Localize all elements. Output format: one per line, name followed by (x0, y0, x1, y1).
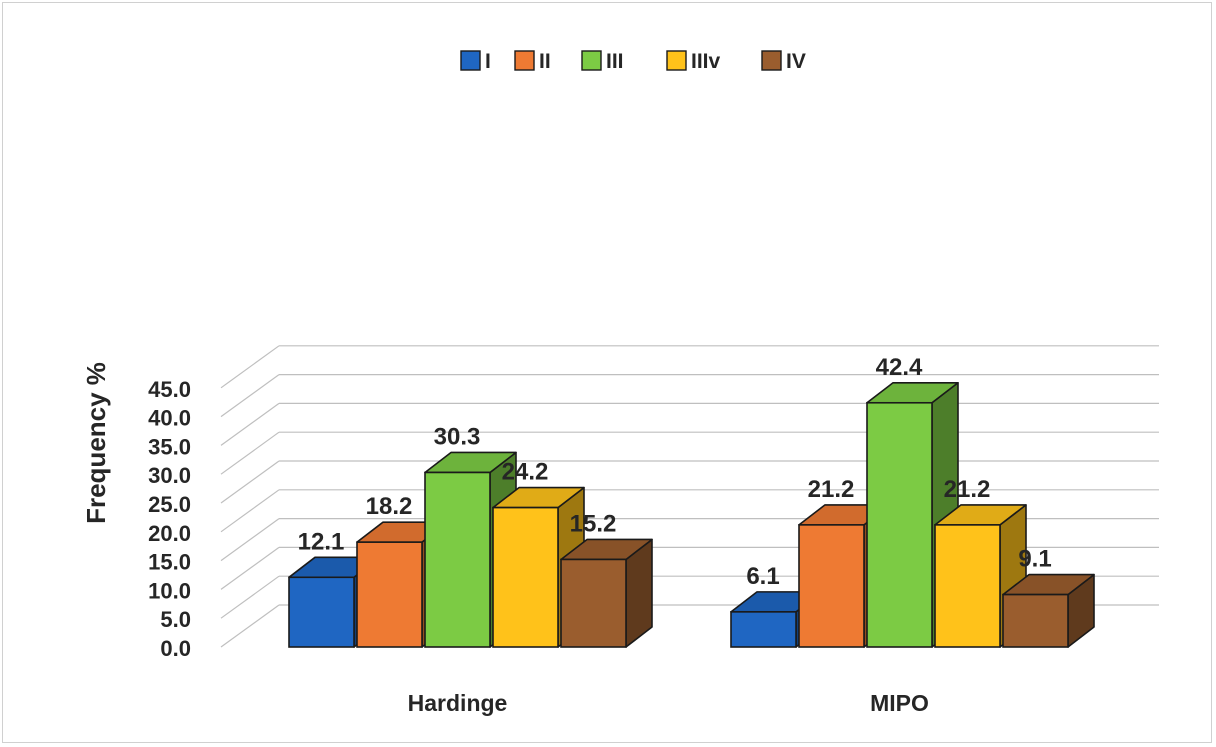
data-label: 18.2 (366, 493, 413, 520)
legend-label: IIIv (691, 50, 721, 73)
bar (1002, 573, 1095, 648)
y-tick-label: 25.0 (148, 492, 191, 517)
legend-swatch (666, 50, 687, 71)
gridline-depth (220, 374, 280, 418)
legend-label: III (606, 50, 624, 73)
bar-front (560, 558, 627, 648)
x-tick-label: MIPO (870, 690, 929, 716)
bar (560, 538, 653, 648)
legend-swatch (514, 50, 535, 71)
gridline-depth (220, 489, 280, 533)
bar-front (492, 506, 559, 648)
y-tick-label: 0.0 (160, 636, 191, 661)
bar-front (730, 611, 797, 648)
legend: I II III IIIv IV (460, 50, 806, 73)
data-label: 6.1 (746, 563, 779, 590)
data-label: 21.2 (944, 476, 991, 503)
bar-front (288, 576, 355, 648)
bar-front (356, 541, 423, 648)
gridline-depth (220, 575, 280, 619)
gridline-depth (220, 604, 280, 648)
gridline-depth (220, 345, 280, 389)
bar-front (424, 471, 491, 648)
y-tick-label: 35.0 (148, 434, 191, 459)
bar-front (798, 524, 865, 648)
gridline-depth (220, 402, 280, 446)
legend-label: I (485, 50, 491, 73)
legend-swatch (460, 50, 481, 71)
gridline-depth (220, 431, 280, 475)
y-axis-label: Frequency % (81, 362, 111, 524)
y-tick-label: 40.0 (148, 406, 191, 431)
gridline-depth (220, 518, 280, 562)
gridline-depth (220, 460, 280, 504)
x-tick-label: Hardinge (408, 690, 508, 716)
legend-swatch (581, 50, 602, 71)
data-label: 42.4 (876, 354, 923, 381)
bar-front (1002, 593, 1069, 648)
data-label: 15.2 (570, 510, 617, 537)
data-label: 9.1 (1018, 546, 1051, 573)
data-label: 30.3 (434, 423, 481, 450)
data-label: 24.2 (502, 459, 549, 486)
legend-label: II (539, 50, 551, 73)
y-tick-label: 15.0 (148, 550, 191, 575)
y-tick-label: 20.0 (148, 521, 191, 546)
data-label: 21.2 (808, 476, 855, 503)
bar-chart: 0.0 5.0 10.0 15.0 20.0 25.0 30.0 35.0 40.0 45.0 F… (81, 50, 1159, 716)
gridline-depth (220, 546, 280, 590)
legend-swatch (761, 50, 782, 71)
data-label: 12.1 (298, 528, 345, 555)
y-tick-label: 30.0 (148, 463, 191, 488)
bar-front (934, 524, 1001, 648)
y-tick-label: 10.0 (148, 578, 191, 603)
y-tick-label: 5.0 (160, 607, 191, 632)
y-tick-label: 45.0 (148, 377, 191, 402)
bar-front (866, 401, 933, 648)
legend-label: IV (786, 50, 806, 73)
